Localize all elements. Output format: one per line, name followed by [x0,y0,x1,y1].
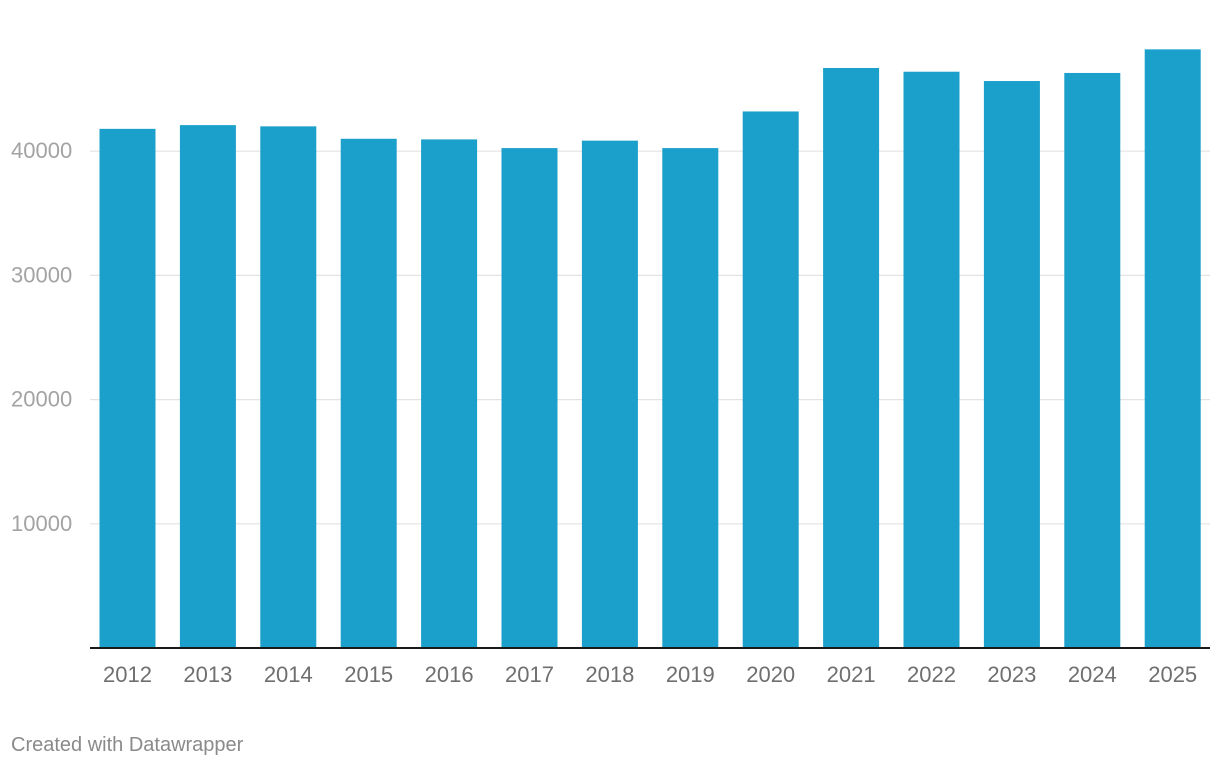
bar-2023[interactable] [983,81,1040,649]
bar-2020[interactable] [742,111,799,649]
x-tick-label: 2016 [425,662,474,687]
x-tick-label: 2015 [344,662,393,687]
x-tick-label: 2022 [907,662,956,687]
bar-2014[interactable] [260,126,317,649]
bar-2018[interactable] [581,140,638,648]
bar-2015[interactable] [340,138,397,648]
y-tick-label: 30000 [11,262,72,287]
y-tick-label: 10000 [11,511,72,536]
credit-text: Created with Datawrapper [11,734,244,756]
x-tick-label: 2023 [987,662,1036,687]
x-tick-label: 2021 [827,662,876,687]
gridlines [90,150,1210,525]
bars [99,49,1201,649]
bar-2022[interactable] [903,71,960,649]
bar-2019[interactable] [662,148,719,648]
x-tick-label: 2017 [505,662,554,687]
x-axis-labels: 2012 2013 2014 2015 2016 2017 2018 2019 2020 2021… [103,662,1197,687]
y-axis-labels: 10000 20000 30000 40000 [11,138,72,536]
x-tick-label: 2020 [746,662,795,687]
x-tick-label: 2013 [183,662,232,687]
x-tick-label: 2018 [585,662,634,687]
bar-2021[interactable] [823,67,880,648]
x-tick-label: 2024 [1068,662,1117,687]
bar-2024[interactable] [1064,72,1121,649]
bar-2016[interactable] [421,139,478,648]
y-tick-label: 20000 [11,387,72,412]
bar-2017[interactable] [501,148,558,648]
bar-2025[interactable] [1144,49,1201,648]
bar-2013[interactable] [179,125,236,649]
y-tick-label: 40000 [11,138,72,163]
x-tick-label: 2025 [1148,662,1197,687]
x-tick-label: 2019 [666,662,715,687]
x-tick-label: 2012 [103,662,152,687]
bar-2012[interactable] [99,128,156,648]
x-tick-label: 2014 [264,662,313,687]
